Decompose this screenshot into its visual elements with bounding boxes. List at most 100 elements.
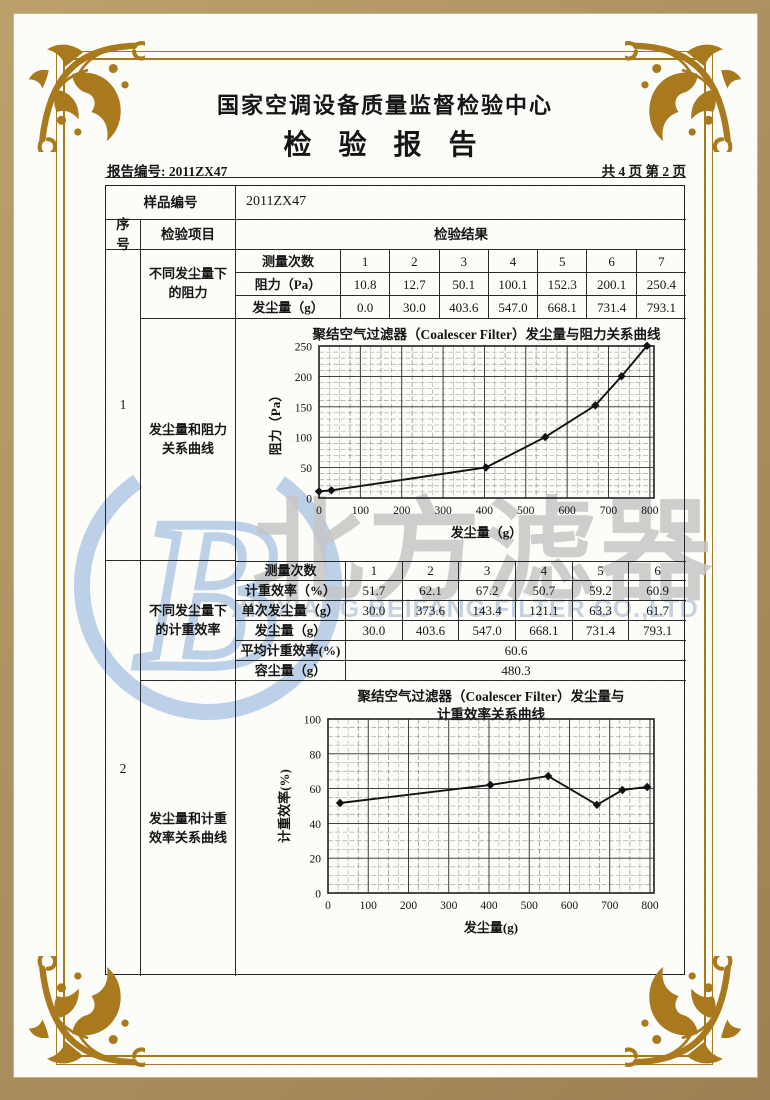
company-logo-icon: B (74, 452, 342, 720)
table-cell: 63.3 (572, 601, 630, 621)
svg-text:20: 20 (310, 854, 322, 866)
svg-text:250: 250 (295, 342, 313, 354)
efficiency-table: 测量次数 1 2 3 4 5 6 计重效率（%） 51.7 62.1 67.2 … (236, 561, 686, 681)
table-cell: 59.2 (572, 581, 630, 601)
organization-title: 国家空调设备质量监督检验中心 (216, 93, 553, 118)
svg-text:600: 600 (559, 505, 577, 517)
sample-number-label: 样品编号 (106, 186, 236, 220)
seq-2: 2 (106, 561, 141, 976)
table-cell: 403.6 (402, 621, 460, 641)
item-resistance: 不同发尘量下的阻力 (141, 250, 236, 319)
header-rule (105, 177, 686, 178)
table-cell: 121.1 (516, 601, 573, 621)
row-label: 发尘量（g） (236, 621, 346, 641)
item-header: 检验项目 (141, 220, 236, 250)
svg-text:100: 100 (295, 433, 313, 445)
table-cell: 200.1 (587, 273, 637, 296)
table-cell: 5 (572, 561, 630, 581)
svg-text:100: 100 (352, 505, 370, 517)
table-cell: 547.0 (459, 621, 516, 641)
table-cell: 30.0 (346, 601, 403, 621)
table-cell: 143.4 (459, 601, 516, 621)
corner-ornament-icon (625, 41, 742, 152)
inspection-table: 样品编号 2011ZX47 序号 检验项目 检验结果 1 2 不同发尘量下的阻力… (105, 185, 686, 976)
svg-text:0: 0 (315, 889, 321, 901)
table-cell: 1 (341, 250, 391, 273)
table-cell: 547.0 (488, 296, 539, 319)
table-cell: 403.6 (439, 296, 489, 319)
gold-frame-inner (63, 58, 706, 1057)
table-cell: 793.1 (636, 296, 686, 319)
paper-background (13, 13, 758, 1078)
svg-text:100: 100 (304, 715, 322, 727)
svg-text:700: 700 (601, 900, 619, 912)
svg-text:60: 60 (310, 784, 322, 796)
svg-text:0: 0 (325, 900, 331, 912)
table-cell: 668.1 (516, 621, 573, 641)
svg-text:80: 80 (310, 749, 322, 761)
svg-text:500: 500 (521, 900, 539, 912)
seq-1: 1 (106, 250, 141, 561)
svg-text:500: 500 (517, 505, 535, 517)
row-label: 单次发尘量（g） (236, 601, 346, 621)
table-cell: 50.1 (439, 273, 489, 296)
svg-text:200: 200 (400, 900, 418, 912)
svg-text:400: 400 (476, 505, 494, 517)
table-cell: 30.0 (346, 621, 403, 641)
table-cell: 7 (636, 250, 686, 273)
corner-ornament-icon (28, 41, 145, 152)
table-cell: 4 (488, 250, 539, 273)
table-cell: 50.7 (516, 581, 573, 601)
avg-efficiency-value: 60.6 (346, 641, 686, 661)
item-efficiency-curve: 发尘量和计重效率关系曲线 (141, 681, 236, 976)
watermark-english-text: XINXIANG BEIFANG FILTER CO.,LTD (231, 595, 699, 623)
svg-text:300: 300 (434, 505, 452, 517)
svg-text:800: 800 (641, 900, 659, 912)
svg-text:200: 200 (295, 372, 313, 384)
seq-header: 序号 (106, 217, 141, 252)
svg-text:40: 40 (310, 819, 322, 831)
efficiency-chart: 聚结空气过滤器（Coalescer Filter）发尘量与 计重效率关系曲线 发尘量… (236, 681, 686, 976)
page-number-info: 共 4 页 第 2 页 (601, 164, 686, 179)
dust-capacity-value: 480.3 (346, 661, 686, 681)
table-cell: 793.1 (629, 621, 686, 641)
document-title: 检 验 报 告 (283, 130, 487, 161)
table-cell: 60.9 (629, 581, 686, 601)
svg-text:600: 600 (561, 900, 579, 912)
row-label: 计重效率（%） (236, 581, 346, 601)
report-number: 报告编号: 2011ZX47 (107, 164, 228, 179)
avg-efficiency-label: 平均计重效率(%) (236, 641, 346, 661)
svg-text:150: 150 (295, 402, 313, 414)
svg-text:700: 700 (600, 505, 618, 517)
chart-title: 聚结空气过滤器（Coalescer Filter）发尘量与阻力关系曲线 (312, 327, 661, 342)
table-cell: 1 (346, 561, 403, 581)
svg-text:400: 400 (480, 900, 498, 912)
svg-text:100: 100 (360, 900, 378, 912)
chart-x-axis-label: 发尘量（g） (450, 525, 523, 540)
result-header: 检验结果 (236, 220, 686, 250)
item-efficiency: 不同发尘量下的计重效率 (141, 561, 236, 681)
table-cell: 6 (629, 561, 686, 581)
table-cell: 62.1 (402, 581, 460, 601)
svg-text:0: 0 (316, 505, 322, 517)
table-cell: 61.7 (629, 601, 686, 621)
svg-text:200: 200 (393, 505, 411, 517)
svg-text:0: 0 (306, 494, 312, 506)
table-cell: 3 (439, 250, 489, 273)
resistance-table: 测量次数 1 2 3 4 5 6 7 阻力（Pa） 10.8 12.7 50.1… (236, 250, 686, 319)
table-cell: 152.3 (538, 273, 588, 296)
chart-x-axis-label: 发尘量(g) (463, 920, 519, 935)
gold-frame-outer (56, 51, 713, 1065)
corner-ornament-icon (28, 956, 145, 1067)
table-cell: 250.4 (636, 273, 686, 296)
table-cell: 0.0 (341, 296, 391, 319)
svg-text:800: 800 (641, 505, 659, 517)
row-label: 阻力（Pa） (236, 273, 341, 296)
table-cell: 6 (587, 250, 637, 273)
svg-text:50: 50 (301, 463, 313, 475)
logo-letter: B (136, 474, 281, 713)
table-cell: 100.1 (488, 273, 539, 296)
table-cell: 2 (402, 561, 460, 581)
